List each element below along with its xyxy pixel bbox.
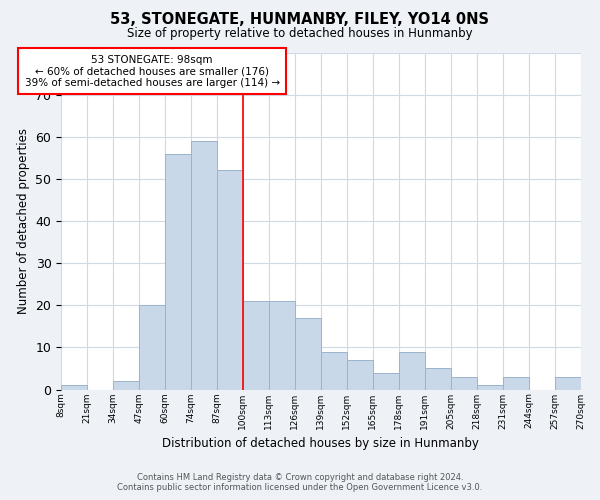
Text: 53, STONEGATE, HUNMANBY, FILEY, YO14 0NS: 53, STONEGATE, HUNMANBY, FILEY, YO14 0NS — [110, 12, 490, 28]
Bar — [243, 301, 269, 390]
Text: 53 STONEGATE: 98sqm
← 60% of detached houses are smaller (176)
39% of semi-detac: 53 STONEGATE: 98sqm ← 60% of detached ho… — [25, 54, 280, 88]
Text: Size of property relative to detached houses in Hunmanby: Size of property relative to detached ho… — [127, 28, 473, 40]
Y-axis label: Number of detached properties: Number of detached properties — [17, 128, 30, 314]
Bar — [295, 318, 321, 390]
Bar — [321, 352, 347, 390]
Bar — [373, 372, 399, 390]
Bar — [61, 386, 87, 390]
X-axis label: Distribution of detached houses by size in Hunmanby: Distribution of detached houses by size … — [163, 437, 479, 450]
Text: Contains HM Land Registry data © Crown copyright and database right 2024.
Contai: Contains HM Land Registry data © Crown c… — [118, 473, 482, 492]
Bar — [113, 381, 139, 390]
Bar — [451, 377, 476, 390]
Bar — [269, 301, 295, 390]
Bar — [191, 141, 217, 390]
Bar — [347, 360, 373, 390]
Bar — [139, 306, 165, 390]
Bar — [217, 170, 243, 390]
Bar — [399, 352, 425, 390]
Bar — [503, 377, 529, 390]
Bar — [554, 377, 581, 390]
Bar — [165, 154, 191, 390]
Bar — [476, 386, 503, 390]
Bar — [425, 368, 451, 390]
